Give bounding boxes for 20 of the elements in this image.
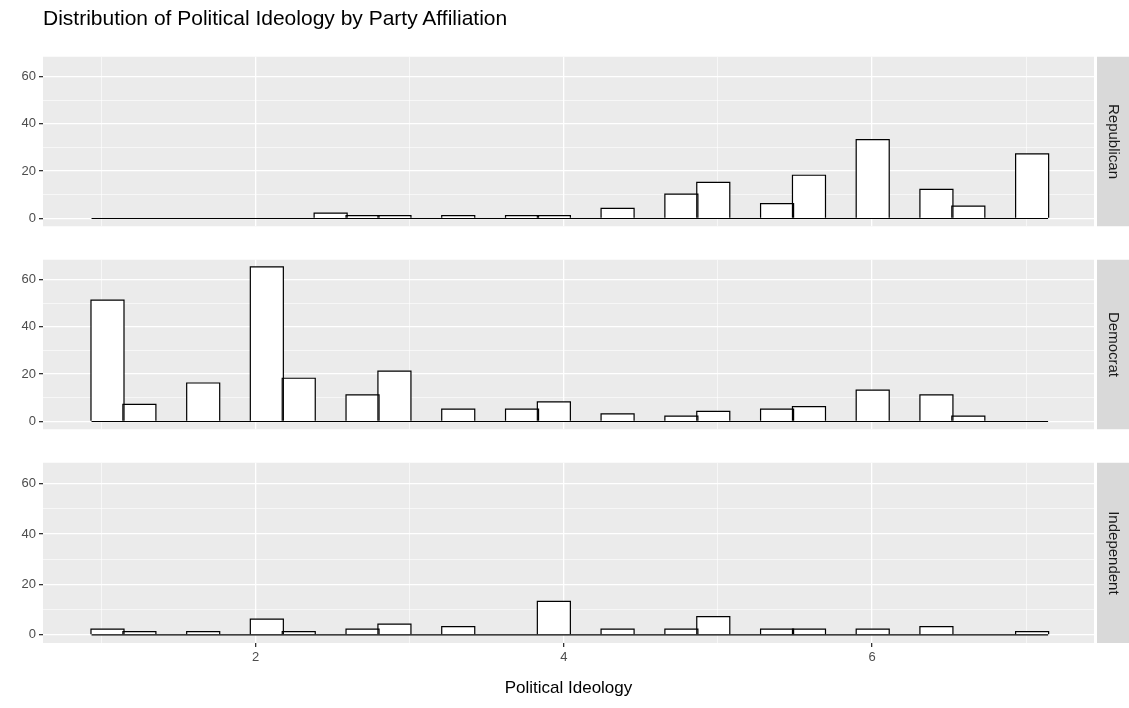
- x-tick-label: 6: [868, 649, 876, 665]
- y-tick-label: 40: [21, 525, 36, 541]
- y-tick-label: 60: [21, 67, 36, 83]
- y-tick-label: 20: [21, 162, 36, 178]
- chart-title: Distribution of Political Ideology by Party Affiliation: [43, 6, 508, 30]
- y2-axis-title: Democrat: [1105, 311, 1123, 378]
- y-tick-label: 60: [21, 270, 36, 286]
- x-tick-label: 2: [252, 649, 260, 665]
- x-tick-label: 4: [560, 649, 568, 665]
- y-tick-label: 40: [21, 115, 36, 131]
- x-axis-title: Political Ideology: [503, 678, 634, 698]
- y-tick-label: 0: [28, 626, 36, 642]
- y2-axis-title: Republican: [1105, 103, 1123, 180]
- y2-axis-title: Independent: [1105, 511, 1123, 596]
- y-tick-label: 20: [21, 575, 36, 591]
- y-tick-label: 60: [21, 475, 36, 491]
- y-tick-label: 20: [21, 365, 36, 381]
- y-tick-label: 0: [28, 413, 36, 429]
- y-tick-label: 40: [21, 318, 36, 334]
- y-tick-label: 0: [28, 210, 36, 226]
